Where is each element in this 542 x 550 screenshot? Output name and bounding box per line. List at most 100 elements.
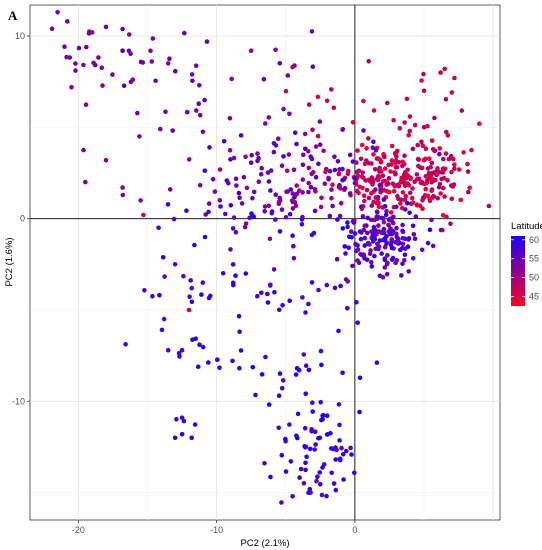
data-point — [121, 83, 127, 88]
data-point — [186, 307, 192, 313]
data-point — [298, 466, 304, 472]
data-point — [318, 399, 324, 405]
data-point — [393, 153, 399, 159]
data-point — [324, 493, 329, 499]
data-point — [295, 411, 301, 417]
data-point — [339, 445, 344, 451]
reference-lines — [30, 5, 500, 520]
data-point — [435, 196, 441, 201]
data-point — [227, 116, 233, 121]
data-point — [374, 209, 380, 214]
data-point — [202, 168, 208, 173]
data-point — [381, 152, 386, 157]
data-point — [326, 177, 331, 182]
data-point — [120, 26, 125, 32]
data-point — [221, 138, 227, 144]
data-point — [228, 247, 233, 252]
data-point — [73, 68, 78, 73]
data-point — [192, 422, 198, 427]
data-point — [83, 179, 88, 185]
data-point — [386, 222, 391, 228]
data-point — [277, 307, 282, 313]
data-point — [308, 490, 313, 495]
data-point — [319, 362, 324, 368]
data-point — [303, 363, 309, 369]
data-point — [332, 167, 338, 173]
data-point — [319, 492, 325, 498]
data-point — [345, 224, 350, 230]
data-point — [378, 187, 383, 193]
data-point — [375, 177, 381, 183]
data-point — [179, 415, 185, 421]
data-point — [355, 148, 360, 153]
data-point — [404, 96, 410, 102]
data-point — [430, 243, 436, 249]
data-point — [197, 182, 203, 188]
data-point — [414, 172, 420, 177]
data-point — [441, 156, 446, 162]
data-point — [374, 216, 380, 222]
data-point — [157, 292, 162, 298]
data-point — [456, 167, 462, 172]
data-point — [379, 251, 384, 256]
data-point — [89, 30, 95, 35]
data-point — [126, 32, 132, 37]
data-point — [423, 156, 428, 162]
data-point — [165, 347, 171, 353]
data-point — [381, 197, 387, 202]
data-point — [271, 149, 277, 155]
data-point — [392, 170, 397, 175]
data-point — [244, 185, 250, 191]
data-point — [236, 313, 242, 319]
data-point — [423, 146, 429, 151]
data-point — [318, 348, 324, 354]
data-point — [120, 185, 125, 190]
data-point — [333, 457, 339, 462]
data-point — [288, 459, 294, 464]
data-point — [369, 191, 374, 196]
data-point — [354, 188, 360, 194]
data-point — [271, 267, 277, 272]
data-point — [406, 236, 412, 241]
data-point — [348, 445, 353, 451]
data-point — [405, 167, 411, 173]
data-point — [302, 425, 308, 431]
data-point — [310, 64, 316, 69]
data-point — [389, 143, 395, 149]
data-point — [332, 154, 337, 159]
data-point — [327, 168, 333, 174]
data-point — [239, 201, 245, 206]
data-point — [231, 155, 237, 161]
data-point — [425, 166, 431, 171]
data-point — [355, 173, 361, 178]
data-point — [372, 253, 377, 259]
data-point — [338, 283, 343, 289]
data-point — [376, 223, 381, 228]
data-point — [137, 134, 142, 139]
data-point — [256, 179, 262, 184]
data-point — [369, 229, 374, 234]
data-point — [243, 271, 249, 276]
data-point — [301, 152, 306, 158]
data-point — [355, 247, 361, 252]
y-tick-label: -10 — [12, 396, 25, 406]
data-point — [342, 244, 348, 249]
data-point — [229, 76, 234, 82]
data-point — [429, 160, 435, 166]
data-point — [327, 213, 333, 219]
data-point — [351, 220, 357, 225]
data-point — [269, 211, 275, 216]
data-point — [332, 285, 338, 291]
data-point — [174, 417, 179, 422]
data-point — [290, 233, 295, 238]
data-point — [373, 227, 378, 233]
data-point — [407, 128, 413, 134]
data-point — [400, 190, 406, 195]
data-point — [172, 262, 178, 267]
data-point — [370, 145, 376, 150]
data-point — [446, 156, 452, 162]
data-point — [355, 320, 361, 326]
data-point — [193, 63, 199, 68]
data-point — [321, 148, 326, 154]
data-point — [368, 217, 374, 223]
